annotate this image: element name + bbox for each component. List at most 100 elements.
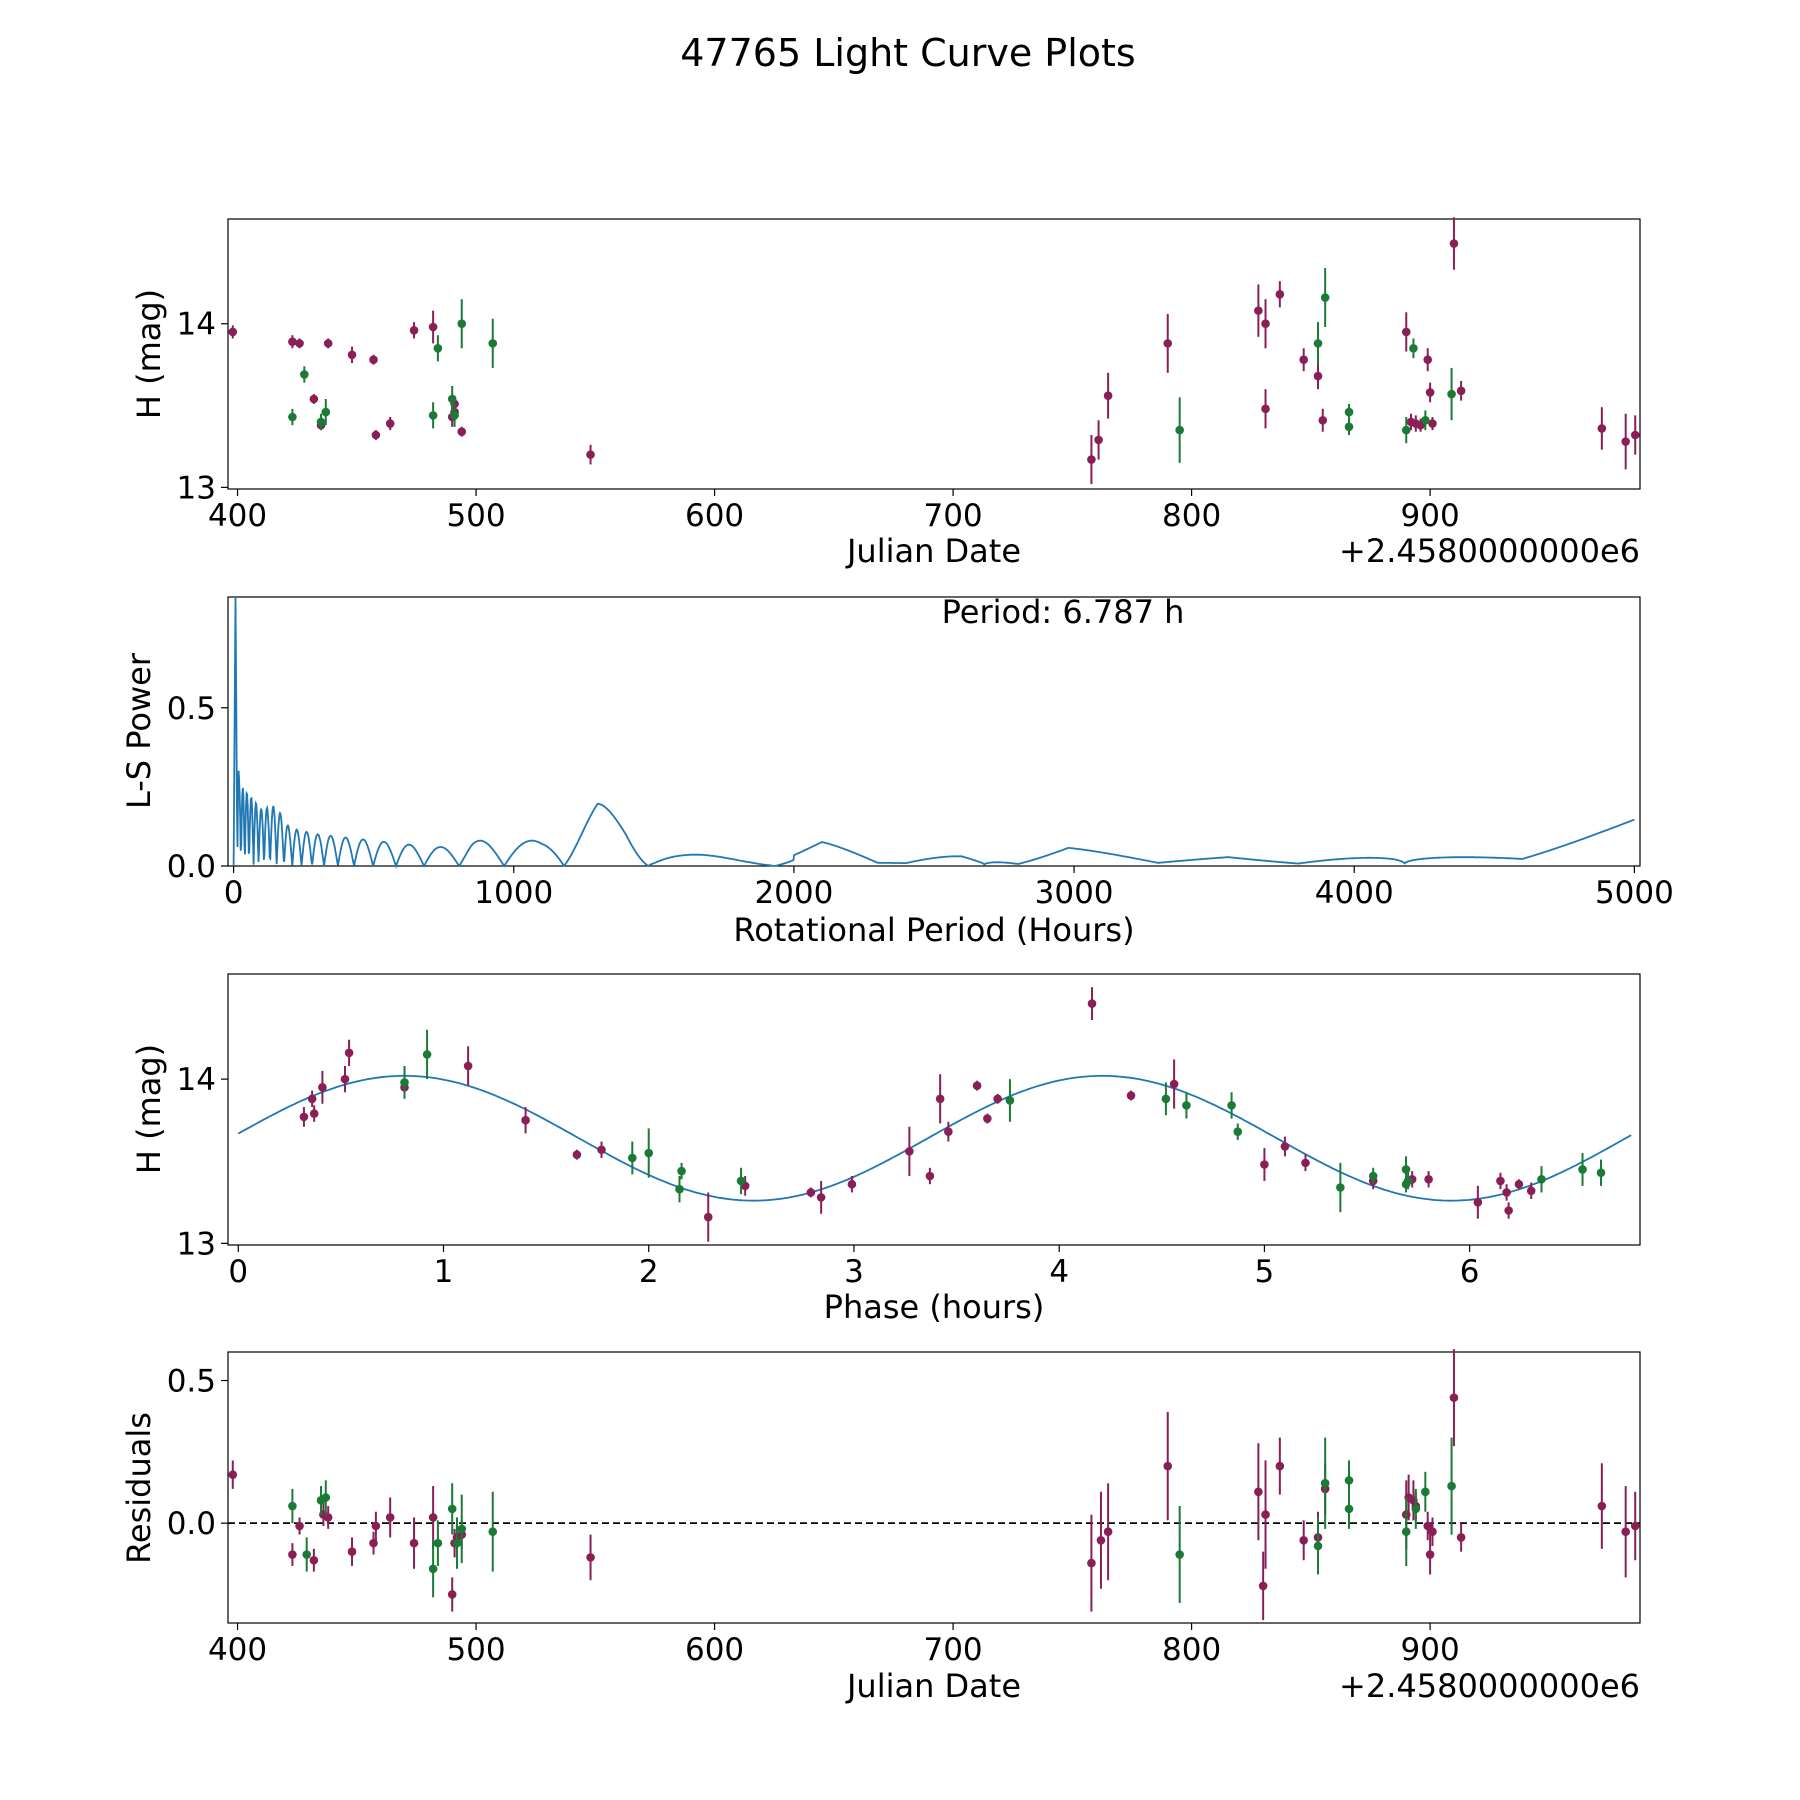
lightcurve-point-r bbox=[295, 339, 304, 348]
residuals-x-tick-label: 500 bbox=[446, 1632, 505, 1668]
phased-x-tick-label: 6 bbox=[1460, 1254, 1480, 1290]
periodogram-x-ticks: 0 1000 2000 3000 4000 5000 bbox=[224, 866, 1674, 911]
residuals-point-r bbox=[1456, 1533, 1466, 1542]
residuals-point-r bbox=[288, 1550, 297, 1559]
residuals-point-r bbox=[323, 1513, 333, 1522]
lightcurve-plot-area bbox=[227, 218, 1641, 490]
lightcurve-point-g bbox=[433, 343, 443, 353]
residuals-point-g bbox=[1344, 1504, 1354, 1514]
lightcurve-point-r bbox=[409, 325, 419, 335]
phased-point-g bbox=[628, 1153, 637, 1163]
phased-point-g bbox=[1336, 1183, 1345, 1192]
residuals-x-tick-label: 700 bbox=[923, 1632, 982, 1668]
residuals-point-r bbox=[409, 1538, 419, 1548]
residuals-point-r bbox=[369, 1538, 378, 1548]
residuals-point-g bbox=[447, 1504, 457, 1514]
phased-x-label: Phase (hours) bbox=[824, 1288, 1045, 1326]
phased-point-r bbox=[597, 1145, 606, 1155]
periodogram-x-tick-label: 4000 bbox=[1315, 875, 1394, 911]
phased-point-r bbox=[983, 1114, 992, 1123]
lightcurve-point-r bbox=[323, 339, 333, 348]
lightcurve-point-r bbox=[1163, 339, 1173, 348]
lightcurve-point-g bbox=[428, 411, 438, 420]
phased-point-r bbox=[703, 1212, 713, 1222]
phased-point-g bbox=[644, 1148, 654, 1158]
lightcurve-point-r bbox=[1318, 415, 1328, 425]
phased-point-r bbox=[1169, 1079, 1179, 1089]
lightcurve-point-r bbox=[347, 350, 357, 360]
residuals-point-r bbox=[309, 1555, 319, 1565]
residuals-point-g bbox=[452, 1538, 462, 1548]
residuals-point-r bbox=[586, 1553, 595, 1562]
residuals-x-label: Julian Date bbox=[845, 1667, 1021, 1705]
residuals-point-r bbox=[1621, 1527, 1630, 1537]
residuals-x-tick-label: 400 bbox=[208, 1632, 267, 1668]
residuals-point-r bbox=[385, 1513, 395, 1522]
phased-x-tick-label: 3 bbox=[844, 1254, 864, 1290]
residuals-point-r bbox=[1261, 1510, 1270, 1519]
residuals-point-g bbox=[1401, 1527, 1411, 1537]
lightcurve-point-r bbox=[385, 419, 395, 428]
lightcurve-point-g bbox=[1344, 407, 1354, 417]
lightcurve-point-r bbox=[1254, 306, 1263, 315]
phased-point-r bbox=[1496, 1176, 1505, 1186]
phased-x-tick-label: 1 bbox=[434, 1254, 454, 1290]
residuals-point-r bbox=[371, 1521, 381, 1531]
residuals-y-ticks: 0.0 0.5 bbox=[167, 1364, 228, 1542]
residuals-x-ticks: 400 500 600 700 800 900 bbox=[208, 1623, 1460, 1668]
residuals-point-r bbox=[1087, 1558, 1096, 1568]
phased-point-r bbox=[1280, 1142, 1290, 1151]
phased-point-g bbox=[1578, 1165, 1587, 1174]
residuals-point-r bbox=[1258, 1581, 1268, 1591]
periodogram-x-tick-label: 2000 bbox=[754, 875, 833, 911]
phased-point-r bbox=[344, 1048, 354, 1058]
lightcurve-point-r bbox=[1401, 327, 1411, 337]
residuals-point-r bbox=[428, 1513, 438, 1522]
phased-point-r bbox=[1424, 1175, 1433, 1184]
periodogram-plot-area bbox=[227, 596, 1641, 867]
phased-point-g bbox=[1596, 1168, 1606, 1178]
lightcurve-point-r bbox=[369, 355, 378, 365]
lightcurve-point-r bbox=[1103, 391, 1113, 401]
phased-y-label: H (mag) bbox=[130, 1044, 168, 1174]
lightcurve-point-r bbox=[309, 394, 319, 404]
lightcurve-point-g bbox=[450, 411, 459, 420]
periodogram-x-tick-label: 0 bbox=[224, 875, 244, 911]
lightcurve-point-g bbox=[1447, 389, 1456, 399]
lightcurve-point-g bbox=[1409, 343, 1418, 353]
phased-point-r bbox=[521, 1115, 530, 1125]
lightcurve-point-r bbox=[1313, 371, 1323, 381]
residuals-point-g bbox=[1447, 1481, 1456, 1491]
lightcurve-point-g bbox=[300, 370, 309, 379]
residuals-x-offset: +2.4580000000e6 bbox=[1339, 1667, 1640, 1705]
phased-points bbox=[299, 987, 1606, 1242]
phased-point-r bbox=[309, 1109, 319, 1118]
lightcurve-y-tick-label: 13 bbox=[177, 470, 216, 506]
lightcurve-point-g bbox=[321, 407, 331, 417]
residuals-point-r bbox=[1423, 1521, 1433, 1531]
lightcurve-point-r bbox=[1428, 419, 1437, 428]
periodogram-x-label: Rotational Period (Hours) bbox=[733, 911, 1134, 949]
residuals-point-r bbox=[1425, 1550, 1435, 1559]
residuals-y-label: Residuals bbox=[120, 1412, 158, 1564]
lightcurve-x-tick-label: 500 bbox=[446, 498, 505, 534]
phased-point-g bbox=[1401, 1165, 1411, 1174]
phased-point-r bbox=[993, 1094, 1002, 1104]
phased-point-g bbox=[400, 1078, 409, 1087]
residuals-y-tick-label: 0.0 bbox=[167, 1506, 216, 1542]
phased-point-r bbox=[1087, 999, 1097, 1008]
lightcurve-x-offset: +2.4580000000e6 bbox=[1339, 532, 1640, 570]
phased-y-ticks: 13 14 bbox=[177, 1062, 228, 1262]
residuals-point-r bbox=[1428, 1527, 1437, 1537]
phased-y-tick-label: 13 bbox=[177, 1226, 216, 1262]
phased-point-g bbox=[1537, 1175, 1546, 1184]
phased-x-tick-label: 5 bbox=[1255, 1254, 1275, 1290]
phased-point-g bbox=[1227, 1101, 1236, 1110]
lightcurve-point-r bbox=[586, 450, 595, 459]
residuals-point-g bbox=[488, 1527, 498, 1537]
residuals-point-g bbox=[288, 1501, 297, 1511]
phased-point-r bbox=[816, 1193, 826, 1202]
phased-point-r bbox=[1504, 1206, 1513, 1215]
lightcurve-point-g bbox=[1175, 425, 1184, 435]
residuals-point-g bbox=[457, 1524, 467, 1534]
